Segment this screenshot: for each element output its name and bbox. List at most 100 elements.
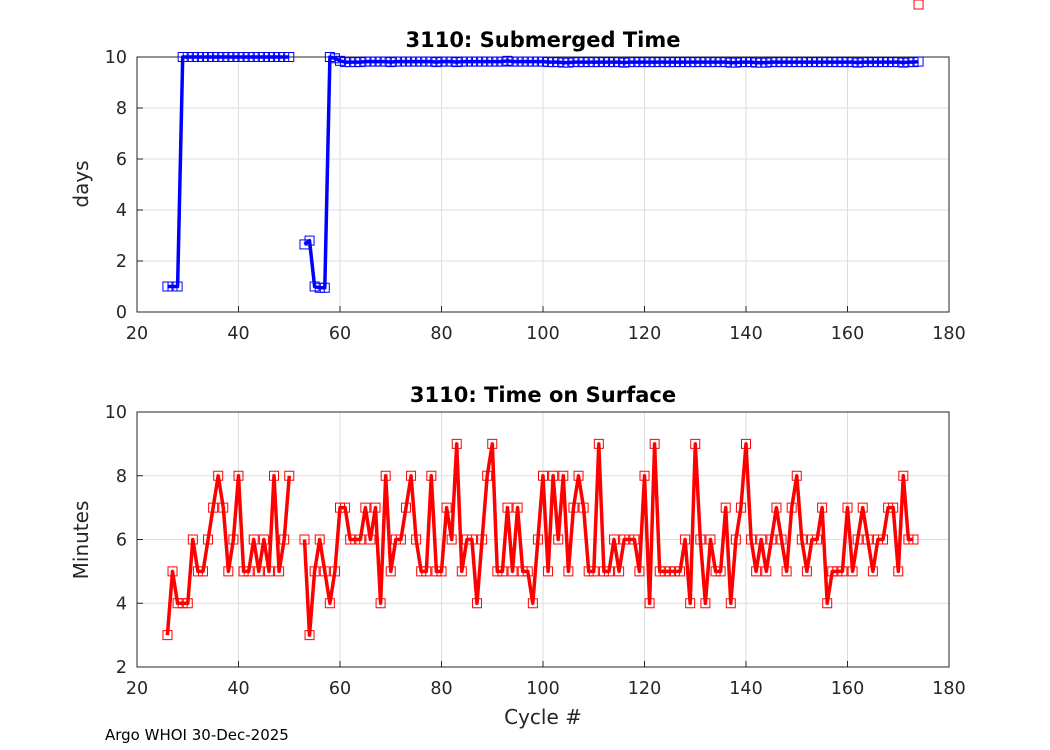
footer-credit: Argo WHOI 30-Dec-2025 — [105, 726, 289, 744]
surface-data-point — [573, 470, 584, 481]
submerged-data-point — [558, 57, 569, 68]
submerged-data-point — [309, 281, 320, 292]
submerged-data-point — [568, 57, 579, 68]
submerged-data-point — [263, 52, 274, 62]
surface-data-point — [223, 566, 234, 577]
submerged-data-point — [335, 55, 345, 66]
submerged-data-point — [852, 57, 863, 68]
surface-data-point — [441, 502, 452, 513]
surface-data-point — [436, 566, 447, 577]
surface-data-point — [710, 566, 721, 577]
surface-data-point — [466, 534, 477, 545]
surface-data-point — [771, 502, 782, 513]
submerged-data-point — [187, 52, 198, 62]
surface-x-tick-label: 100 — [526, 679, 559, 699]
submerged-data-point — [649, 57, 660, 68]
surface-data-point — [827, 566, 838, 577]
submerged-data-point — [243, 52, 254, 62]
surface-series — [162, 0, 924, 641]
surface-data-point — [416, 566, 427, 577]
surface-data-point — [314, 534, 325, 545]
submerged-data-point — [791, 57, 802, 68]
submerged-data-point — [345, 57, 356, 68]
submerged-data-point — [446, 56, 457, 67]
submerged-data-point — [664, 57, 675, 68]
submerged-data-point — [553, 57, 564, 68]
surface-data-point — [685, 598, 696, 609]
surface-data-point — [319, 566, 330, 577]
surface-data-point — [680, 534, 691, 545]
submerged-data-point — [385, 57, 396, 68]
submerged-data-point — [812, 57, 823, 68]
surface-data-point — [390, 534, 401, 545]
surface-data-point — [269, 470, 280, 481]
submerged-data-point — [766, 57, 777, 68]
submerged-data-point — [746, 57, 757, 68]
surface-y-tick-label: 6 — [116, 531, 127, 551]
submerged-data-point — [771, 57, 782, 68]
surface-x-tick-label: 40 — [227, 679, 249, 699]
surface-x-tick-label: 20 — [126, 679, 148, 699]
submerged-data-point — [411, 56, 422, 67]
surface-data-point — [862, 534, 873, 545]
submerged-data-point — [177, 52, 188, 62]
submerged-data-point — [578, 57, 589, 68]
surface-y-axis-label: Minutes — [69, 501, 93, 580]
submerged-x-tick-label: 20 — [126, 324, 148, 344]
surface-data-point — [517, 566, 528, 577]
surface-data-point — [375, 598, 386, 609]
submerged-data-point — [477, 56, 488, 67]
submerged-data-point — [461, 56, 472, 67]
submerged-data-point — [279, 52, 290, 62]
submerged-data-point — [685, 57, 696, 68]
surface-data-point — [867, 566, 878, 577]
surface-data-point — [639, 470, 650, 481]
submerged-data-point — [375, 56, 386, 67]
surface-data-point — [487, 438, 498, 449]
surface-data-point — [837, 566, 848, 577]
submerged-data-point — [395, 56, 406, 67]
submerged-data-point — [543, 57, 554, 68]
submerged-data-point — [796, 57, 807, 68]
surface-data-point — [197, 566, 208, 577]
submerged-data-point — [497, 56, 508, 67]
surface-data-point — [857, 502, 868, 513]
submerged-data-point — [659, 57, 670, 68]
surface-data-point — [472, 598, 483, 609]
submerged-data-point — [548, 57, 559, 68]
surface-data-point — [588, 566, 599, 577]
surface-data-point — [705, 534, 716, 545]
surface-data-point — [406, 470, 417, 481]
submerged-x-tick-label: 80 — [430, 324, 452, 344]
surface-x-axis-label: Cycle # — [504, 705, 582, 729]
surface-data-point — [786, 502, 797, 513]
submerged-data-point — [786, 57, 797, 68]
submerged-data-point — [720, 57, 731, 68]
surface-data-point — [370, 502, 381, 513]
surface-data-point — [309, 566, 320, 577]
surface-y-tick-label: 2 — [116, 658, 127, 678]
submerged-data-point — [350, 57, 361, 68]
surface-data-point — [730, 534, 741, 545]
surface-data-point — [527, 598, 538, 609]
surface-data-point — [208, 502, 219, 513]
submerged-data-point — [228, 52, 239, 62]
submerged-data-point — [238, 52, 249, 62]
submerged-data-point — [872, 57, 883, 68]
submerged-data-point — [730, 57, 741, 68]
surface-data-point — [634, 566, 645, 577]
submerged-data-point — [517, 56, 528, 67]
surface-data-point — [776, 534, 787, 545]
surface-data-point — [253, 566, 264, 577]
submerged-data-point — [390, 56, 401, 67]
submerged-data-point — [675, 57, 686, 68]
submerged-y-tick-label: 6 — [116, 150, 127, 170]
surface-data-point — [167, 566, 178, 577]
surface-data-point — [847, 566, 858, 577]
surface-data-point — [832, 566, 843, 577]
submerged-series-line — [167, 55, 290, 289]
surface-data-point — [664, 566, 675, 577]
submerged-data-point — [299, 239, 310, 250]
surface-data-point — [329, 566, 340, 577]
surface-data-point — [360, 502, 371, 513]
